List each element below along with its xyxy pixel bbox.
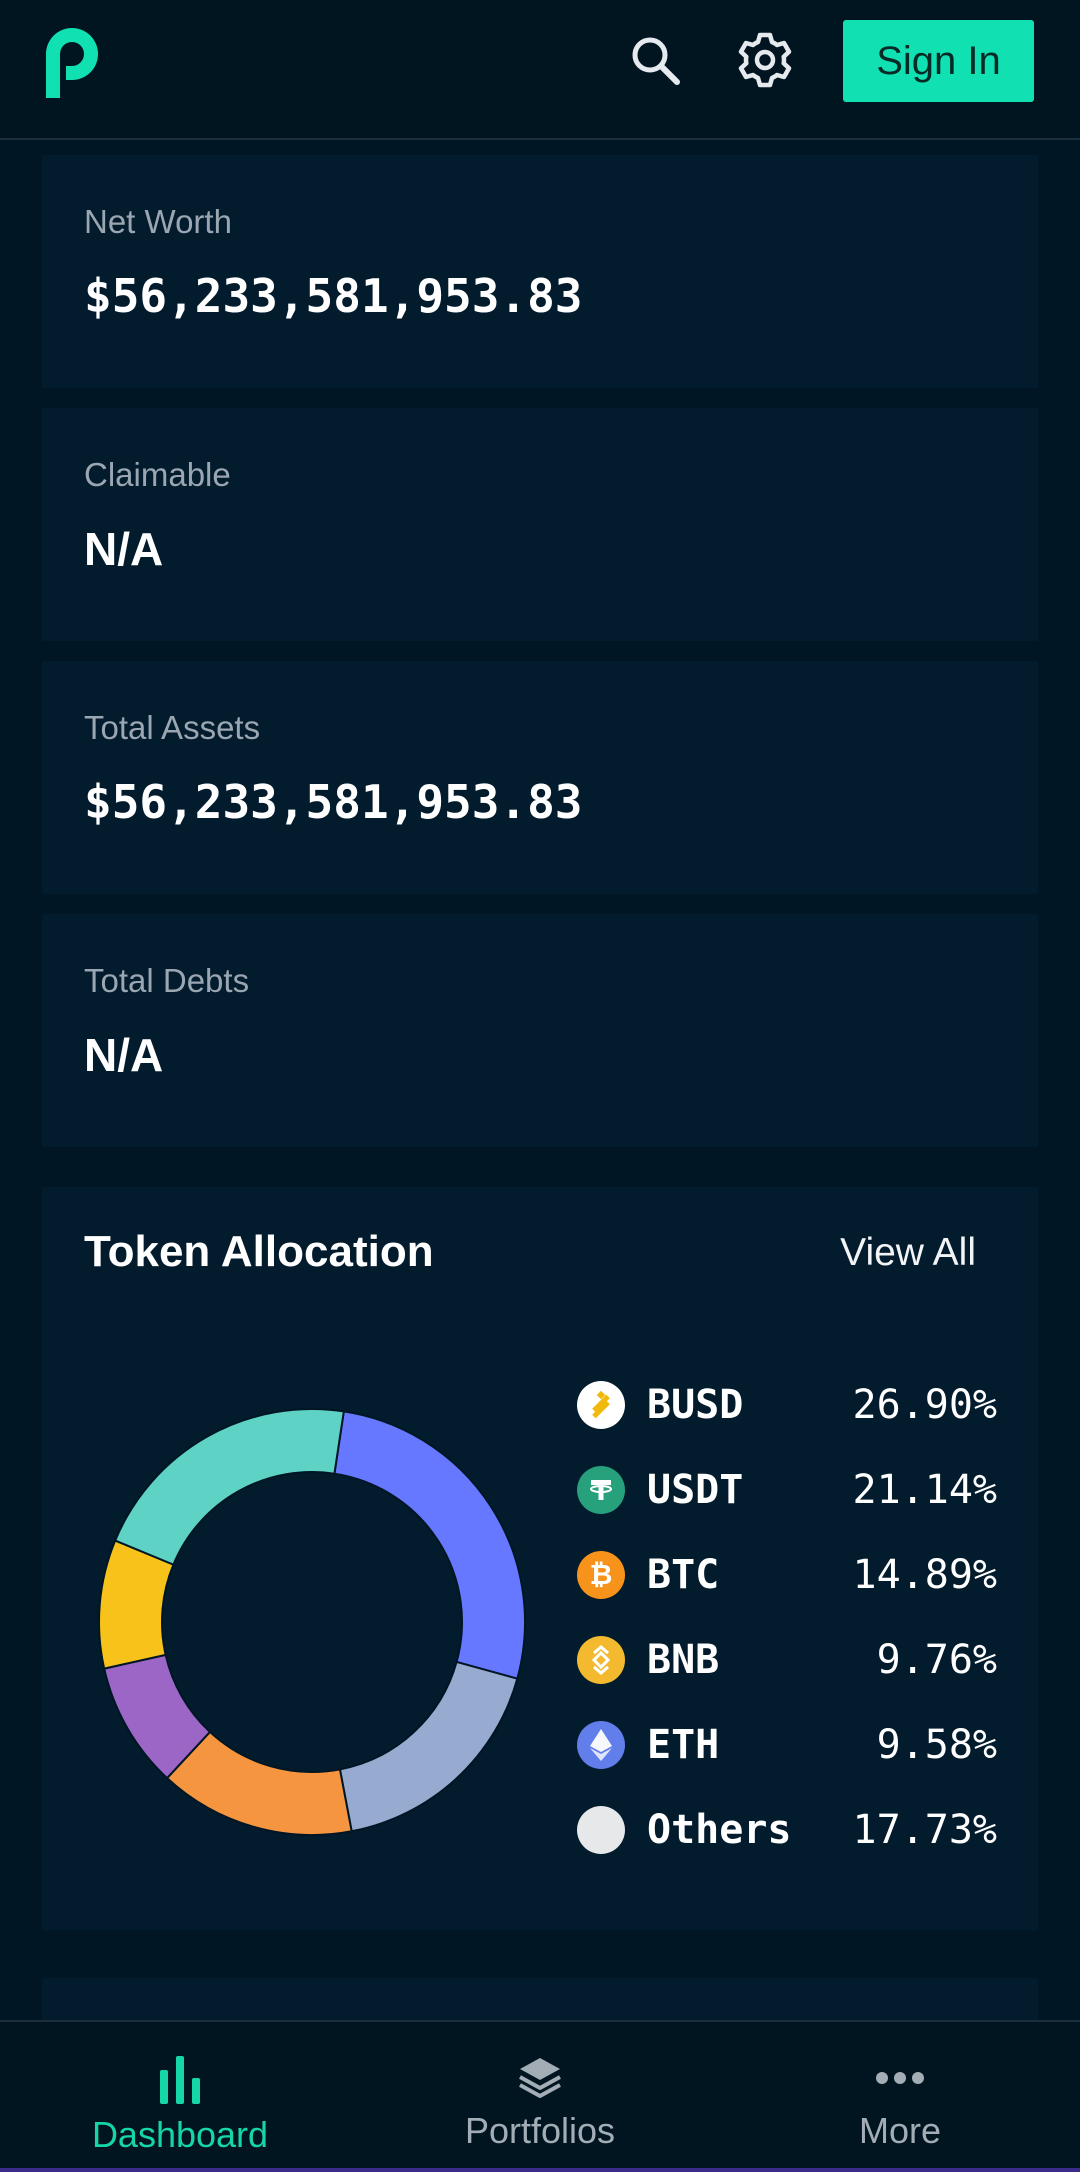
legend-item-usdt[interactable]: USDT 21.14%	[577, 1447, 997, 1532]
btc-icon: ₿	[577, 1550, 625, 1599]
search-icon	[632, 37, 680, 85]
legend-symbol: BUSD	[647, 1381, 744, 1428]
nav-dashboard[interactable]: Dashboard	[0, 2022, 360, 2172]
nav-portfolios[interactable]: Portfolios	[360, 2022, 720, 2172]
token-allocation-card: Token Allocation View All BUSD 26.90% US…	[42, 1187, 1038, 1930]
total-debts-value: N/A	[84, 1029, 164, 1081]
bnb-icon	[577, 1635, 625, 1684]
busd-icon	[577, 1380, 625, 1429]
bottom-navigation: Dashboard Portfolios More	[0, 2020, 1080, 2172]
token-legend: BUSD 26.90% USDT 21.14% ₿ BTC 14.89%	[577, 1362, 997, 1872]
total-assets-label: Total Assets	[84, 709, 261, 746]
legend-percent: 26.90%	[852, 1381, 998, 1428]
top-header: Sign In	[0, 0, 1080, 140]
donut-slice-busd[interactable]	[333, 1410, 526, 1680]
legend-symbol: BTC	[647, 1551, 720, 1598]
legend-percent: 17.73%	[852, 1806, 998, 1853]
legend-item-bnb[interactable]: BNB 9.76%	[577, 1617, 997, 1702]
view-all-link[interactable]: View All	[840, 1231, 976, 1274]
gear-icon	[738, 32, 792, 88]
legend-percent: 9.76%	[876, 1636, 997, 1683]
token-allocation-donut-chart	[98, 1408, 526, 1836]
legend-symbol: ETH	[647, 1721, 720, 1768]
total-debts-card: Total Debts N/A	[42, 914, 1038, 1147]
token-allocation-title: Token Allocation	[84, 1227, 434, 1276]
legend-symbol: Others	[647, 1806, 792, 1853]
nav-label: More	[858, 2110, 942, 2151]
nav-label: Portfolios	[464, 2110, 616, 2151]
eth-icon	[577, 1720, 625, 1769]
donut-slice-usdt[interactable]	[113, 1408, 345, 1566]
sign-in-button[interactable]: Sign In	[843, 20, 1034, 102]
total-assets-card: Total Assets $56,233,581,953.83	[42, 661, 1038, 894]
nav-bottom-line	[0, 2168, 1080, 2172]
logo-icon[interactable]	[42, 24, 110, 100]
legend-item-btc[interactable]: ₿ BTC 14.89%	[577, 1532, 997, 1617]
claimable-value: N/A	[84, 523, 164, 575]
claimable-card: Claimable N/A	[42, 408, 1038, 641]
search-button[interactable]	[625, 30, 685, 90]
legend-percent: 14.89%	[852, 1551, 998, 1598]
layers-icon	[519, 2058, 561, 2098]
more-dots-icon	[876, 2072, 924, 2084]
legend-percent: 9.58%	[876, 1721, 997, 1768]
legend-percent: 21.14%	[852, 1466, 998, 1513]
legend-symbol: USDT	[647, 1466, 744, 1513]
total-assets-value: $56,233,581,953.83	[84, 775, 583, 829]
legend-item-others[interactable]: Others 17.73%	[577, 1787, 997, 1872]
net-worth-card: Net Worth $56,233,581,953.83	[42, 155, 1038, 388]
bar-chart-icon	[160, 2056, 200, 2104]
net-worth-label: Net Worth	[84, 203, 232, 240]
settings-button[interactable]	[735, 30, 795, 90]
legend-item-eth[interactable]: ETH 9.58%	[577, 1702, 997, 1787]
legend-item-busd[interactable]: BUSD 26.90%	[577, 1362, 997, 1447]
donut-slice-others[interactable]	[338, 1660, 519, 1833]
nav-label: Dashboard	[91, 2114, 269, 2155]
usdt-icon	[577, 1465, 625, 1514]
nav-more[interactable]: More	[720, 2022, 1080, 2172]
others-icon	[577, 1805, 625, 1854]
net-worth-value: $56,233,581,953.83	[84, 269, 583, 323]
legend-symbol: BNB	[647, 1636, 720, 1683]
total-debts-label: Total Debts	[84, 962, 250, 999]
claimable-label: Claimable	[84, 456, 231, 493]
